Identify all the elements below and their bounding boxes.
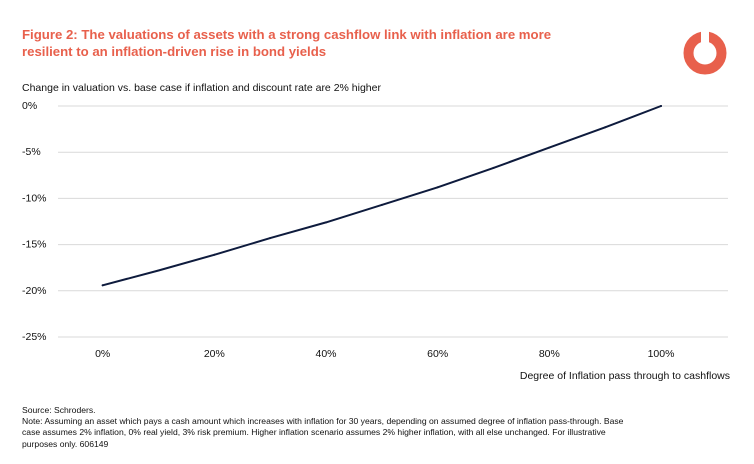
- x-tick-label: 40%: [315, 348, 336, 360]
- x-tick-label: 60%: [427, 348, 448, 360]
- x-tick-label: 0%: [95, 348, 110, 360]
- y-tick-label: -10%: [22, 192, 47, 204]
- chart-subtitle: Change in valuation vs. base case if inf…: [22, 82, 381, 94]
- data-point: [101, 284, 104, 287]
- footnote: Note: Assuming an asset which pays a cas…: [22, 416, 624, 449]
- series-layer: [101, 105, 662, 287]
- y-axis-ticks: 0% -5% -10% -15% -20% -25%: [22, 100, 47, 343]
- data-point: [492, 166, 495, 169]
- schroders-logo-icon: [683, 30, 727, 75]
- x-tick-label: 100%: [648, 348, 675, 360]
- chart-title: Figure 2: The valuations of assets with …: [22, 27, 552, 59]
- y-tick-label: -20%: [22, 285, 47, 297]
- y-tick-label: 0%: [22, 100, 37, 112]
- y-tick-label: -15%: [22, 239, 47, 251]
- data-point: [548, 146, 551, 149]
- data-point: [660, 105, 662, 107]
- data-point: [380, 203, 383, 206]
- data-point: [325, 221, 327, 224]
- data-point: [436, 186, 439, 189]
- x-axis-ticks: 0% 20% 40% 60% 80% 100%: [95, 348, 674, 360]
- data-point: [604, 126, 607, 129]
- x-tick-label: 80%: [539, 348, 560, 360]
- y-tick-label: -25%: [22, 331, 47, 343]
- data-point: [213, 253, 216, 256]
- series-line: [101, 105, 662, 287]
- y-tick-label: -5%: [22, 146, 41, 158]
- gridlines: [58, 105, 728, 338]
- source-note: Source: Schroders.: [22, 405, 96, 415]
- footer: Source: Schroders. Note: Assuming an ass…: [22, 405, 642, 450]
- x-tick-label: 20%: [204, 348, 225, 360]
- line-chart: 0% -5% -10% -15% -20% -25% 0% 20% 40% 60% 80% 100%: [22, 100, 728, 360]
- x-axis-title: Degree of Inflation pass through to cash…: [519, 370, 730, 382]
- data-point: [157, 269, 160, 272]
- data-point: [269, 237, 272, 240]
